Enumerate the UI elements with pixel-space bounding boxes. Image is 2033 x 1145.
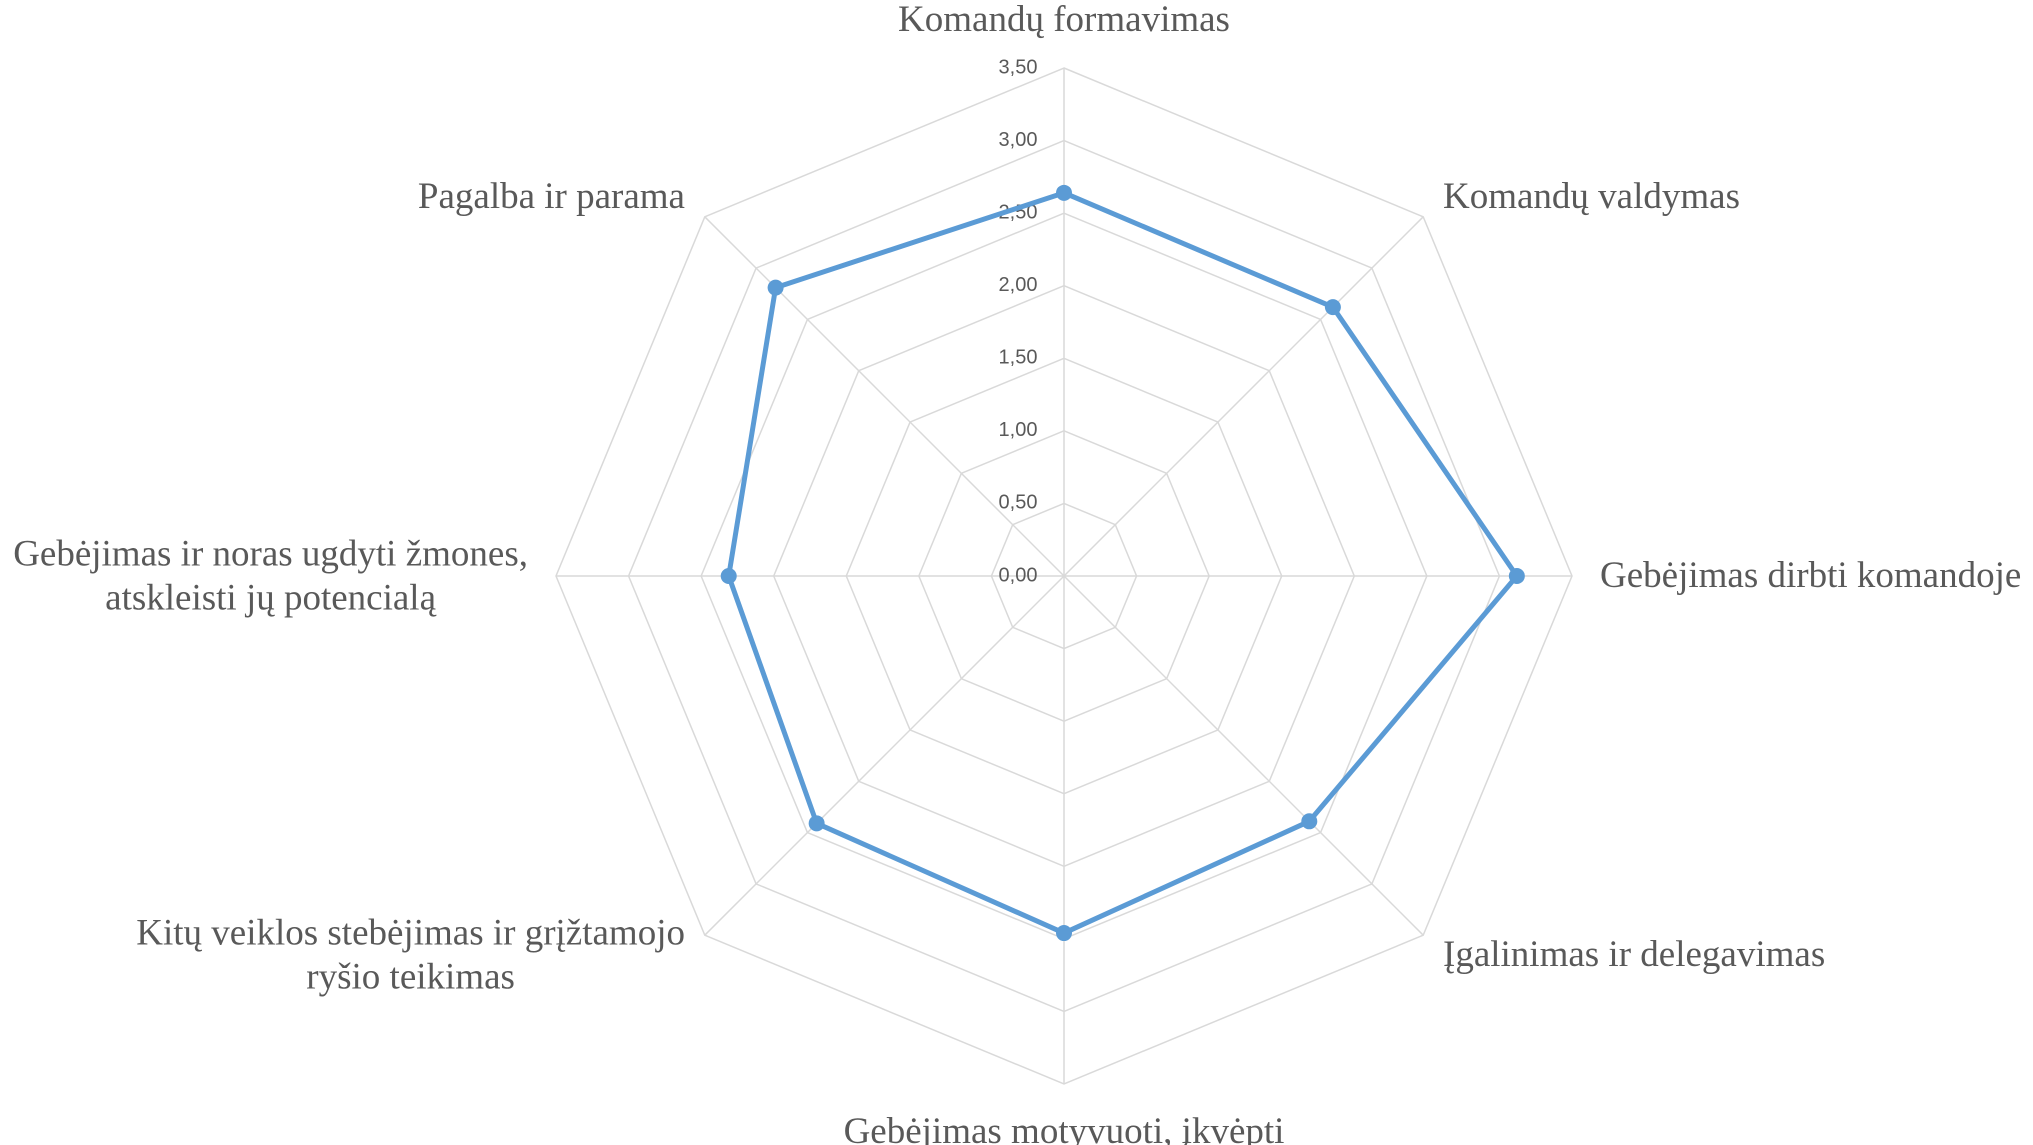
r-tick-label: 1,50	[999, 347, 1038, 369]
r-tick-label: 3,50	[999, 56, 1038, 78]
category-label: Įgalinimas ir delegavimas	[1443, 934, 1826, 976]
category-label: Gebėjimas ir noras ugdyti žmones, atskle…	[13, 533, 528, 618]
data-point	[1508, 568, 1525, 584]
r-tick-label: 0,00	[999, 564, 1038, 586]
grid-spoke	[1063, 216, 1424, 577]
grid-spoke	[1063, 575, 1424, 936]
category-label: Komandų valdymas	[1443, 176, 1740, 218]
category-label: Gebėjimas dirbti komandoje	[1600, 555, 2022, 597]
category-label: Komandų formavimas	[898, 0, 1230, 41]
r-tick-label: 0,50	[999, 492, 1038, 514]
data-point	[808, 815, 825, 832]
data-point	[1056, 925, 1072, 942]
r-tick-label: 2,00	[999, 274, 1038, 296]
data-point	[720, 568, 737, 584]
data-point	[1301, 813, 1318, 830]
grid-spoke	[704, 216, 1065, 577]
category-label: Pagalba ir parama	[417, 176, 685, 218]
data-point	[767, 279, 784, 296]
category-label: Kitų veiklos stebėjimas ir grįžtamojo ry…	[136, 912, 685, 997]
grid-spoke	[704, 575, 1065, 936]
r-tick-label: 3,00	[999, 129, 1038, 151]
r-tick-label: 1,00	[999, 419, 1038, 441]
data-point	[1324, 299, 1341, 316]
category-label: Gebėjimas motyvuoti, įkvėpti	[843, 1111, 1285, 1145]
data-point	[1056, 184, 1072, 201]
